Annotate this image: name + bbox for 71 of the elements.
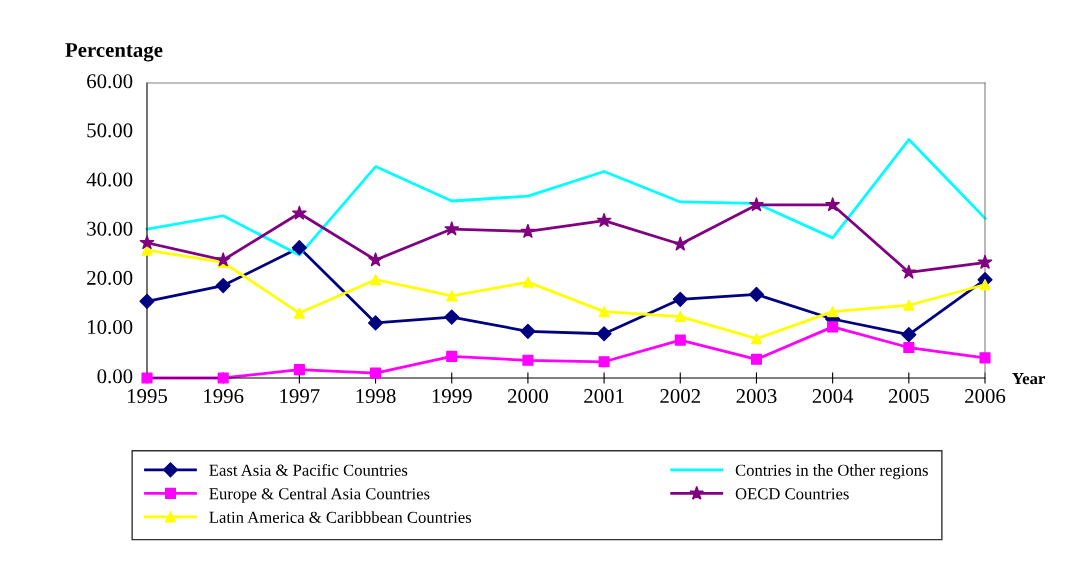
y-tick-label: 50.00 <box>87 123 133 138</box>
point <box>522 276 534 288</box>
point <box>596 326 612 342</box>
point <box>901 264 917 279</box>
point <box>444 221 460 236</box>
point <box>750 353 763 365</box>
point <box>292 205 307 220</box>
point <box>977 254 993 269</box>
point <box>903 299 915 311</box>
x-tick-label: 2006 <box>965 389 1006 404</box>
point <box>369 274 382 286</box>
x-tick-label: 2000 <box>507 389 548 404</box>
point <box>672 291 688 307</box>
point <box>368 252 383 267</box>
point <box>446 290 458 302</box>
point <box>901 327 917 343</box>
point <box>825 197 840 212</box>
x-tick-label: 1996 <box>204 389 244 404</box>
point <box>750 333 763 345</box>
point <box>141 372 153 384</box>
point <box>291 240 307 256</box>
point <box>139 293 155 309</box>
point <box>520 223 536 238</box>
y-tick-label: 0.00 <box>97 369 133 384</box>
legend-label: Contries in the Other regions <box>735 464 928 480</box>
point <box>367 315 384 331</box>
y-tick-label: 40.00 <box>86 172 133 187</box>
point <box>598 356 610 368</box>
x-tick-label: 1997 <box>280 389 320 404</box>
line-series <box>145 138 987 257</box>
x-tick-label: 2001 <box>584 389 624 404</box>
x-tick-label: 2002 <box>660 389 700 404</box>
x-tick-label: 2004 <box>812 389 854 404</box>
point <box>827 321 839 333</box>
point <box>369 367 382 379</box>
point <box>446 350 458 362</box>
point <box>139 235 155 250</box>
y-tick-label: 60.00 <box>87 74 133 89</box>
point <box>674 334 686 346</box>
x-tick-label: 1999 <box>432 389 472 404</box>
point <box>293 364 305 376</box>
x-axis-title: Year <box>1012 373 1045 385</box>
point <box>215 252 231 267</box>
point <box>979 352 991 364</box>
y-tick-label: 20.00 <box>87 270 133 285</box>
legend-label: East Asia & Pacific Countries <box>209 463 408 476</box>
legend-label: OECD Countries <box>735 488 849 500</box>
point <box>217 372 229 384</box>
point <box>596 213 612 227</box>
legend-label: Latin America & Caribbbean Countries <box>209 511 472 523</box>
x-tick-label: 2005 <box>888 389 929 404</box>
point <box>672 236 688 251</box>
point <box>749 197 764 212</box>
point <box>215 277 231 294</box>
point <box>903 341 915 354</box>
point <box>444 309 460 325</box>
point <box>827 306 839 318</box>
x-tick-label: 1995 <box>128 389 168 404</box>
point <box>598 306 610 318</box>
x-tick-label: 2003 <box>736 389 777 404</box>
x-tick-label: 1998 <box>356 389 396 404</box>
y-tick-label: 30.00 <box>87 221 133 236</box>
y-tick-label: 10.00 <box>88 319 133 335</box>
point <box>748 286 765 302</box>
point <box>979 279 991 291</box>
point <box>293 307 305 319</box>
y-axis-title: Percentage <box>65 43 163 62</box>
point <box>522 354 534 366</box>
point <box>674 310 686 323</box>
legend-label: Europe & Central Asia Countries <box>209 487 430 503</box>
point <box>520 323 536 339</box>
